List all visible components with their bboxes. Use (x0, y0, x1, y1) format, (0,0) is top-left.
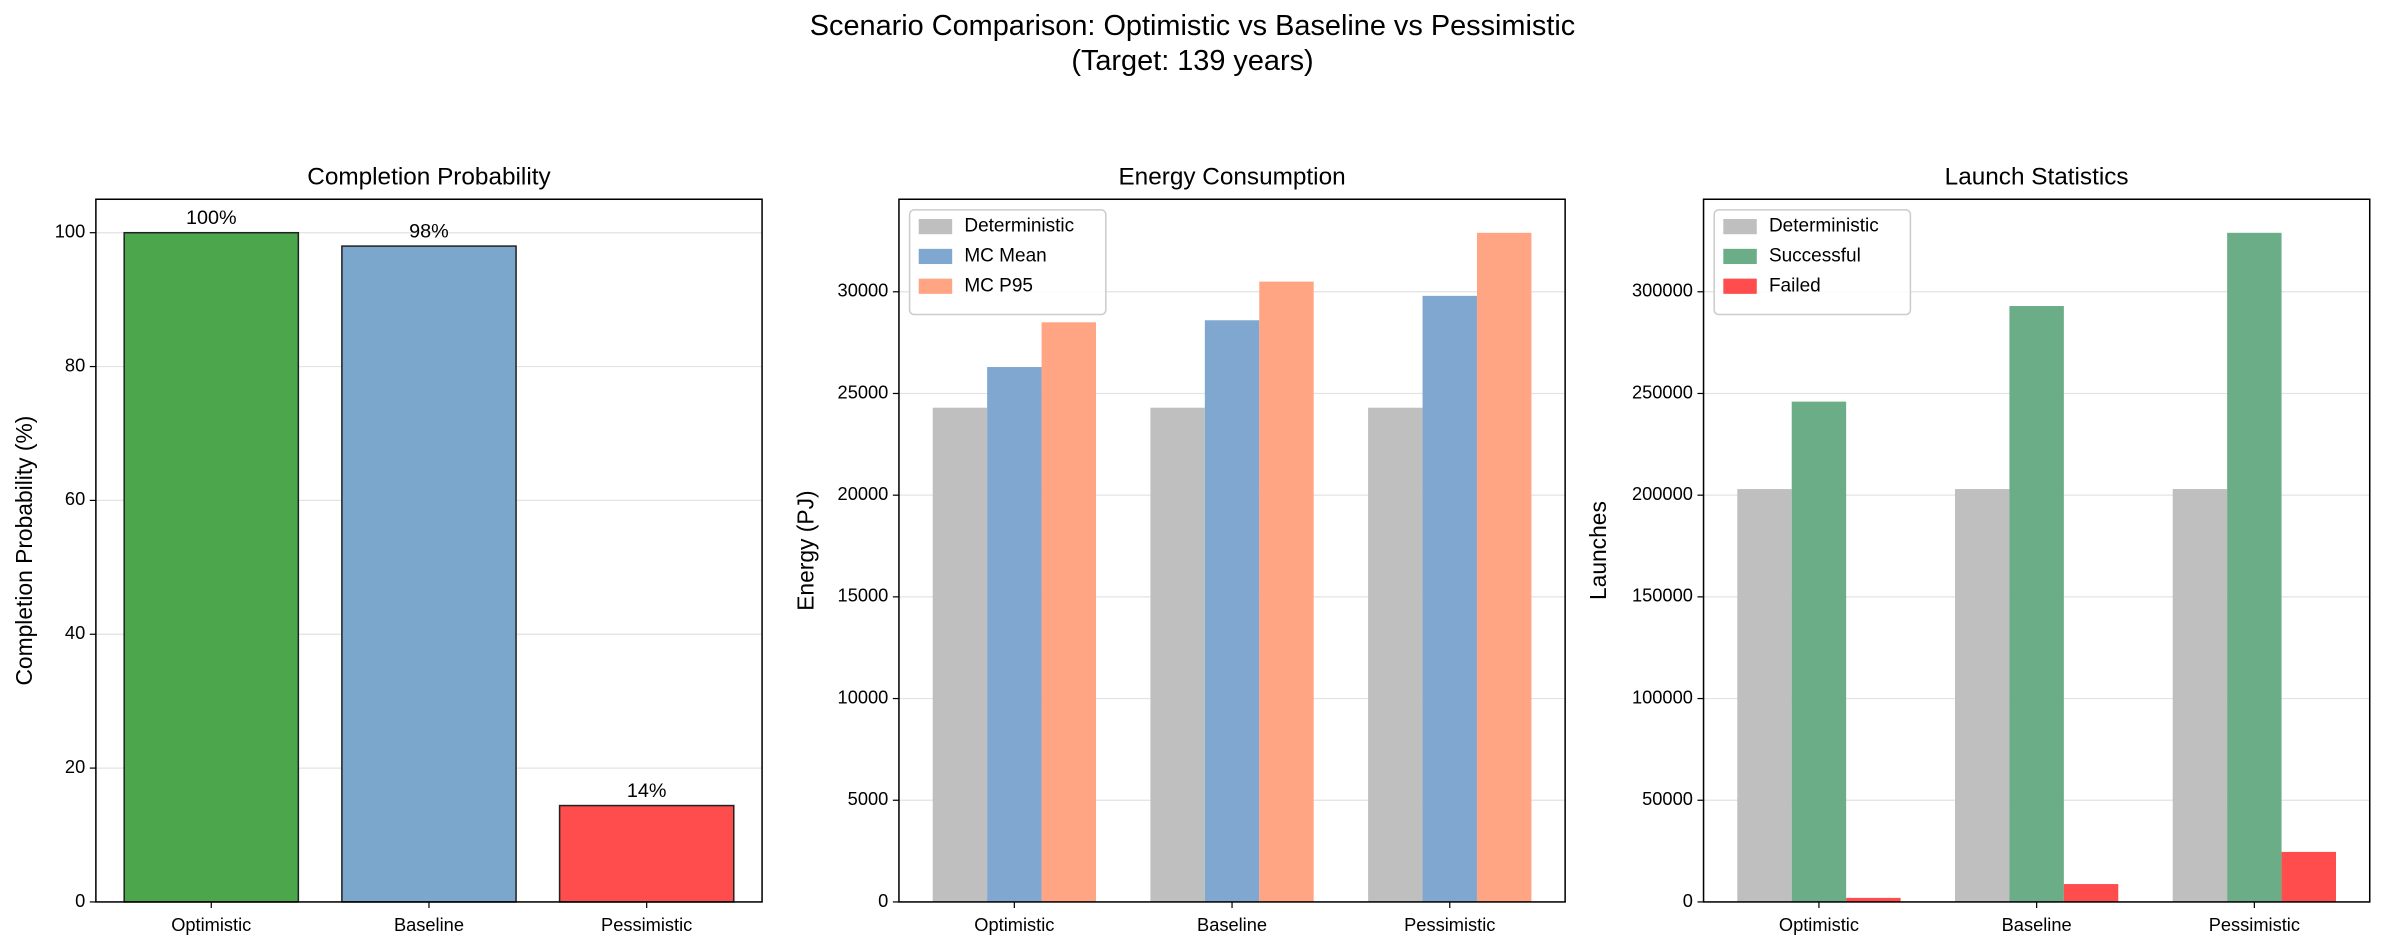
x-tick-label: Optimistic (1779, 914, 1859, 935)
y-tick-label: 20000 (838, 483, 889, 504)
y-tick-label: 0 (878, 890, 888, 911)
figure-subtitle: (Target: 139 years) (1071, 45, 1313, 77)
bar (558, 804, 735, 903)
legend-label: Successful (1769, 245, 1861, 266)
value-label: 14% (627, 780, 667, 802)
axes-frame (95, 198, 763, 903)
axes-frame (898, 198, 1566, 903)
y-tick-label: 40 (65, 622, 85, 643)
legend-label: MC Mean (964, 245, 1046, 266)
bar (1846, 897, 1901, 902)
bar (1204, 320, 1260, 902)
bar (1737, 489, 1792, 902)
y-tick-label: 60 (65, 488, 85, 509)
y-tick-label: 250000 (1632, 381, 1693, 402)
y-tick-label: 0 (75, 890, 85, 911)
bar (1150, 407, 1205, 902)
chart-title: Completion Probability (307, 163, 551, 190)
bar (341, 245, 517, 903)
y-tick-label: 200000 (1632, 483, 1693, 504)
x-tick-label: Baseline (1197, 914, 1267, 935)
legend-box (1713, 209, 1912, 316)
bar (123, 231, 300, 903)
y-tick-label: 80 (65, 354, 85, 375)
bar (2063, 884, 2119, 902)
legend-swatch (918, 248, 953, 265)
value-label: 100% (186, 207, 237, 229)
bar (1041, 322, 1096, 902)
bar (1422, 295, 1477, 902)
x-tick-label: Baseline (394, 914, 464, 935)
chart-title: Launch Statistics (1945, 163, 2129, 190)
y-axis-label: Energy (PJ) (793, 490, 819, 610)
y-tick-label: 100 (55, 221, 85, 242)
x-tick-label: Optimistic (974, 914, 1054, 935)
bar (1259, 281, 1314, 902)
bar (1368, 407, 1423, 902)
legend-box (908, 209, 1107, 316)
y-tick-label: 50000 (1642, 788, 1693, 809)
bar (2281, 851, 2336, 902)
legend-label: MC P95 (964, 275, 1033, 296)
legend-label: Deterministic (1769, 216, 1879, 237)
x-tick-label: Pessimistic (601, 914, 692, 935)
bar (2172, 489, 2228, 902)
y-axis-label: Completion Probability (%) (11, 416, 37, 686)
y-tick-label: 20 (65, 756, 85, 777)
y-tick-label: 150000 (1632, 585, 1693, 606)
legend-label: Failed (1769, 275, 1821, 296)
y-tick-label: 5000 (848, 788, 889, 809)
value-label: 98% (409, 221, 449, 243)
axes-frame (1702, 198, 2371, 903)
y-tick-label: 10000 (838, 686, 889, 707)
y-tick-label: 100000 (1632, 686, 1693, 707)
legend-swatch (918, 278, 953, 294)
y-tick-label: 30000 (838, 280, 889, 301)
bar (932, 407, 988, 902)
bar (2009, 306, 2064, 902)
bar (1954, 489, 2010, 902)
y-tick-label: 0 (1683, 890, 1693, 911)
y-axis-label: Launches (1585, 501, 1611, 600)
bar (1476, 232, 1532, 902)
x-tick-label: Baseline (2002, 914, 2072, 935)
y-tick-label: 25000 (838, 381, 889, 402)
y-tick-label: 300000 (1632, 280, 1693, 301)
legend-label: Deterministic (964, 216, 1074, 237)
legend-swatch (1723, 219, 1757, 235)
figure-title: Scenario Comparison: Optimistic vs Basel… (810, 10, 1575, 42)
y-tick-label: 15000 (838, 585, 889, 606)
legend-swatch (918, 219, 953, 235)
bar (987, 367, 1042, 902)
x-tick-label: Optimistic (171, 914, 251, 935)
x-tick-label: Pessimistic (1404, 914, 1495, 935)
legend-swatch (1723, 278, 1757, 294)
x-tick-label: Pessimistic (2209, 914, 2300, 935)
legend-swatch (1723, 248, 1757, 265)
chart-title: Energy Consumption (1118, 163, 1345, 190)
bar (1791, 401, 1847, 902)
bar (2227, 232, 2282, 902)
